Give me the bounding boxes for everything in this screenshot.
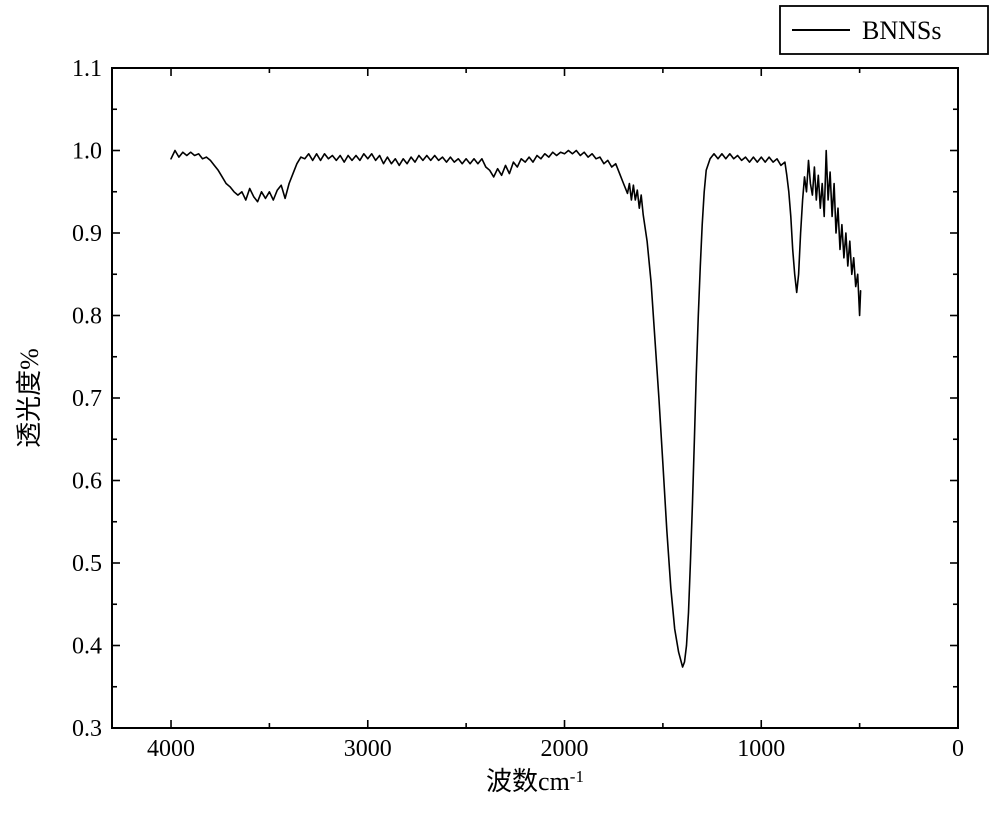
x-axis-label-text: 波数cm	[486, 767, 570, 796]
ir-spectrum-chart: 4000 3000 2000 1000 0 0.3 0.4 0.5 0.6 0.7 0.8 0.9 1.…	[0, 0, 1000, 825]
y-tick-label: 0.9	[72, 221, 102, 247]
plot-border	[112, 68, 958, 728]
y-tick-label: 0.7	[72, 386, 102, 412]
y-tick-label: 0.8	[72, 304, 102, 330]
x-tick-label: 0	[952, 736, 964, 762]
x-tick-label: 4000	[147, 736, 195, 762]
x-axis-label: 波数cm-1	[486, 767, 584, 796]
y-axis-label: 透光度%	[15, 348, 44, 448]
y-tick-label: 1.1	[72, 56, 102, 82]
y-tick-label: 0.6	[72, 469, 102, 495]
x-axis-label-sup: -1	[570, 767, 584, 786]
y-tick-label: 0.4	[72, 634, 102, 660]
x-tick-label: 3000	[344, 736, 392, 762]
legend-label: BNNSs	[862, 16, 941, 45]
chart-svg: 4000 3000 2000 1000 0 0.3 0.4 0.5 0.6 0.7 0.8 0.9 1.…	[0, 0, 1000, 825]
y-tick-label: 0.3	[72, 716, 102, 742]
y-tick-label: 0.5	[72, 551, 102, 577]
x-tick-label: 1000	[737, 736, 785, 762]
y-tick-label: 1.0	[72, 139, 102, 165]
series-line-bnnss	[171, 151, 861, 668]
x-tick-label: 2000	[541, 736, 589, 762]
